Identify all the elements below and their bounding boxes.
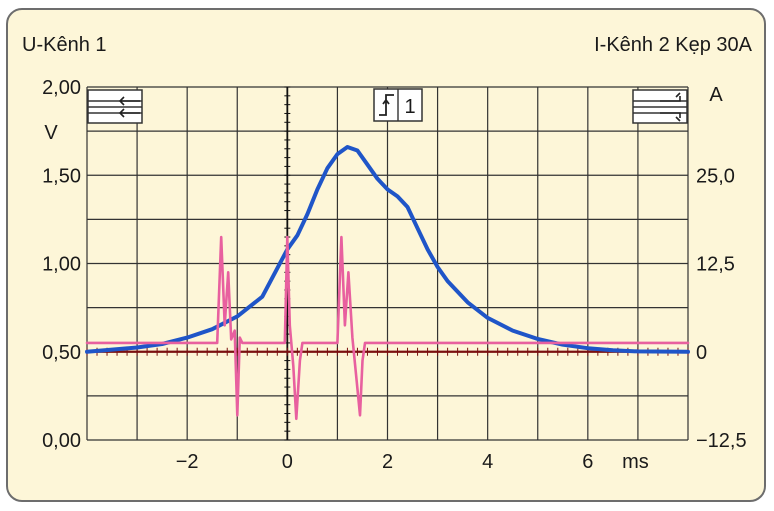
x-tick-label: 0 xyxy=(282,451,293,473)
x-axis-label: ms xyxy=(622,451,649,473)
y-right-tick-label: −12,5 xyxy=(696,430,747,452)
channel-1-label: U-Kênh 1 xyxy=(22,34,107,56)
chart-widgets: 1 xyxy=(87,88,688,124)
y-left-tick-label: 2,00 xyxy=(42,77,81,99)
x-tick-label: 6 xyxy=(582,451,593,473)
y-right-tick-label: 0 xyxy=(696,342,707,364)
y-right-axis-label: A xyxy=(709,84,723,106)
channel-1-scroll-icon xyxy=(87,89,143,124)
trigger-rising-edge-icon xyxy=(373,88,423,122)
chart-grid xyxy=(86,86,689,441)
x-tick-label: −2 xyxy=(176,451,199,473)
y-right-tick-label: 12,5 xyxy=(696,254,735,276)
voltage-series-line xyxy=(85,235,690,421)
channel-2-scroll-icon xyxy=(632,89,688,124)
y-left-tick-label: 1,00 xyxy=(42,254,81,276)
chart-labels: −2 0 2 4 6 ms 0,00 0,50 1,00 1,50 2,00 V −12,5 0 12,5 2… xyxy=(42,77,747,473)
x-tick-label: 4 xyxy=(482,451,493,473)
trigger-channel-label: 1 xyxy=(404,96,415,118)
x-tick-label: 2 xyxy=(382,451,393,473)
y-right-tick-label: 25,0 xyxy=(696,165,735,187)
chart-marks xyxy=(85,145,690,421)
y-left-tick-label: 0,50 xyxy=(42,342,81,364)
y-left-axis-label: V xyxy=(44,122,58,144)
y-left-tick-label: 0,00 xyxy=(42,430,81,452)
y-left-tick-label: 1,50 xyxy=(42,165,81,187)
channel-2-label: I-Kênh 2 Kẹp 30A xyxy=(594,34,752,56)
